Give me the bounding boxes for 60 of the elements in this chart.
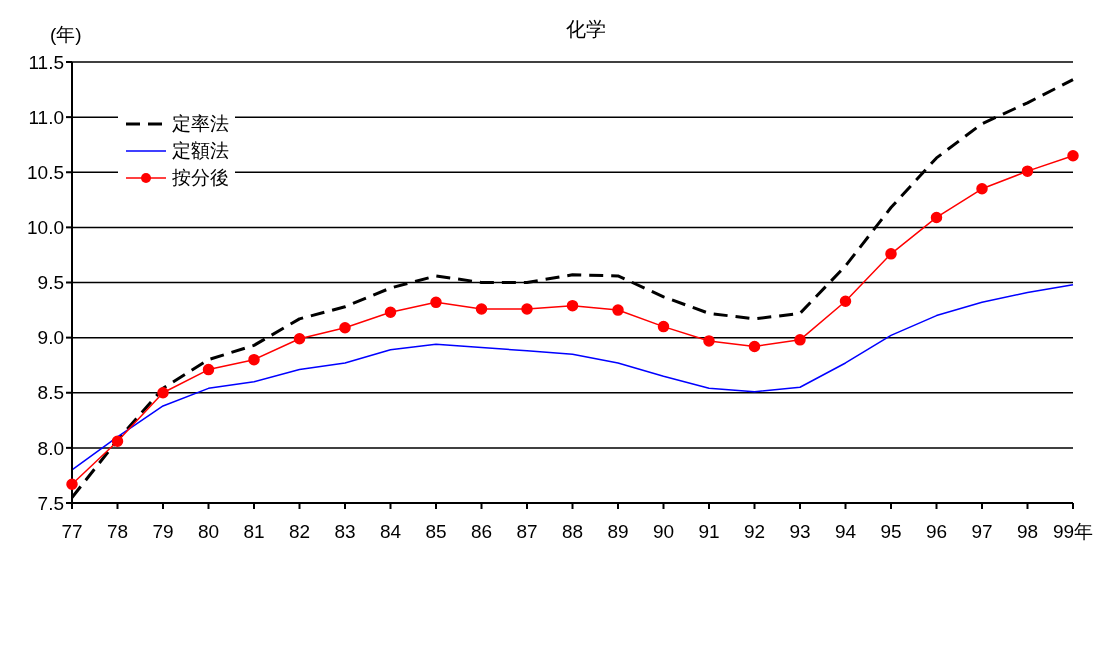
x-tick-label: 80 (197, 521, 220, 543)
y-tick-label: 10.0 (27, 217, 64, 239)
x-tick-label: 99年 (1052, 521, 1094, 543)
point (384, 306, 397, 319)
x-tick-label: 86 (470, 521, 493, 543)
y-tick-label: 8.5 (37, 382, 64, 404)
point (521, 303, 533, 315)
x-tick-label: 91 (698, 521, 720, 543)
point (657, 320, 670, 333)
point (794, 334, 806, 346)
x-tick-label: 84 (379, 521, 402, 543)
x-tick-label: 85 (425, 521, 447, 543)
x-tick-label: 93 (789, 521, 811, 543)
point (1067, 149, 1079, 162)
point (885, 248, 897, 260)
y-tick-label: 11.5 (28, 51, 64, 73)
y-tick-label: 9.5 (37, 272, 64, 294)
point (293, 332, 306, 345)
x-tick-label: 97 (971, 521, 993, 543)
x-tick-label: 95 (880, 521, 902, 543)
point (339, 321, 351, 334)
y-tick-label: 11.0 (28, 106, 64, 128)
point (475, 303, 488, 315)
x-tick-label: 78 (106, 521, 129, 543)
y-tick-label: 9.0 (37, 327, 64, 349)
point (612, 304, 624, 316)
x-tick-label: 92 (743, 521, 766, 543)
y-tick-label: 10.5 (27, 161, 64, 183)
x-tick-label: 79 (152, 521, 174, 543)
legend-label: 按分後 (172, 165, 229, 190)
x-tick-label: 82 (288, 521, 311, 543)
x-tick-label: 94 (834, 521, 857, 543)
x-tick-label: 96 (925, 521, 948, 543)
legend-label: 定額法 (172, 138, 229, 163)
x-tick-label: 88 (561, 521, 584, 543)
x-tick-label: 81 (243, 521, 265, 543)
x-tick-label: 90 (652, 521, 675, 543)
y-axis-title: (年) (50, 23, 82, 47)
point (839, 295, 852, 307)
x-tick-label: 89 (607, 521, 629, 543)
point (930, 211, 943, 224)
point (111, 435, 124, 448)
point (566, 299, 579, 312)
point (1021, 165, 1034, 177)
point (748, 340, 761, 353)
point (976, 183, 988, 195)
x-tick-label: 87 (516, 521, 538, 543)
x-tick-label: 98 (1016, 521, 1039, 543)
y-tick-label: 8.0 (37, 437, 64, 459)
y-tick-label: 7.5 (37, 492, 64, 514)
point (248, 353, 260, 366)
point (703, 335, 715, 347)
legend-label: 定率法 (172, 111, 229, 136)
point (430, 296, 442, 309)
x-tick-label: 83 (334, 521, 356, 543)
point (66, 478, 78, 491)
chart-title: 化学 (565, 18, 606, 40)
point (202, 363, 215, 376)
x-tick-label: 77 (61, 521, 83, 543)
point (157, 387, 169, 399)
